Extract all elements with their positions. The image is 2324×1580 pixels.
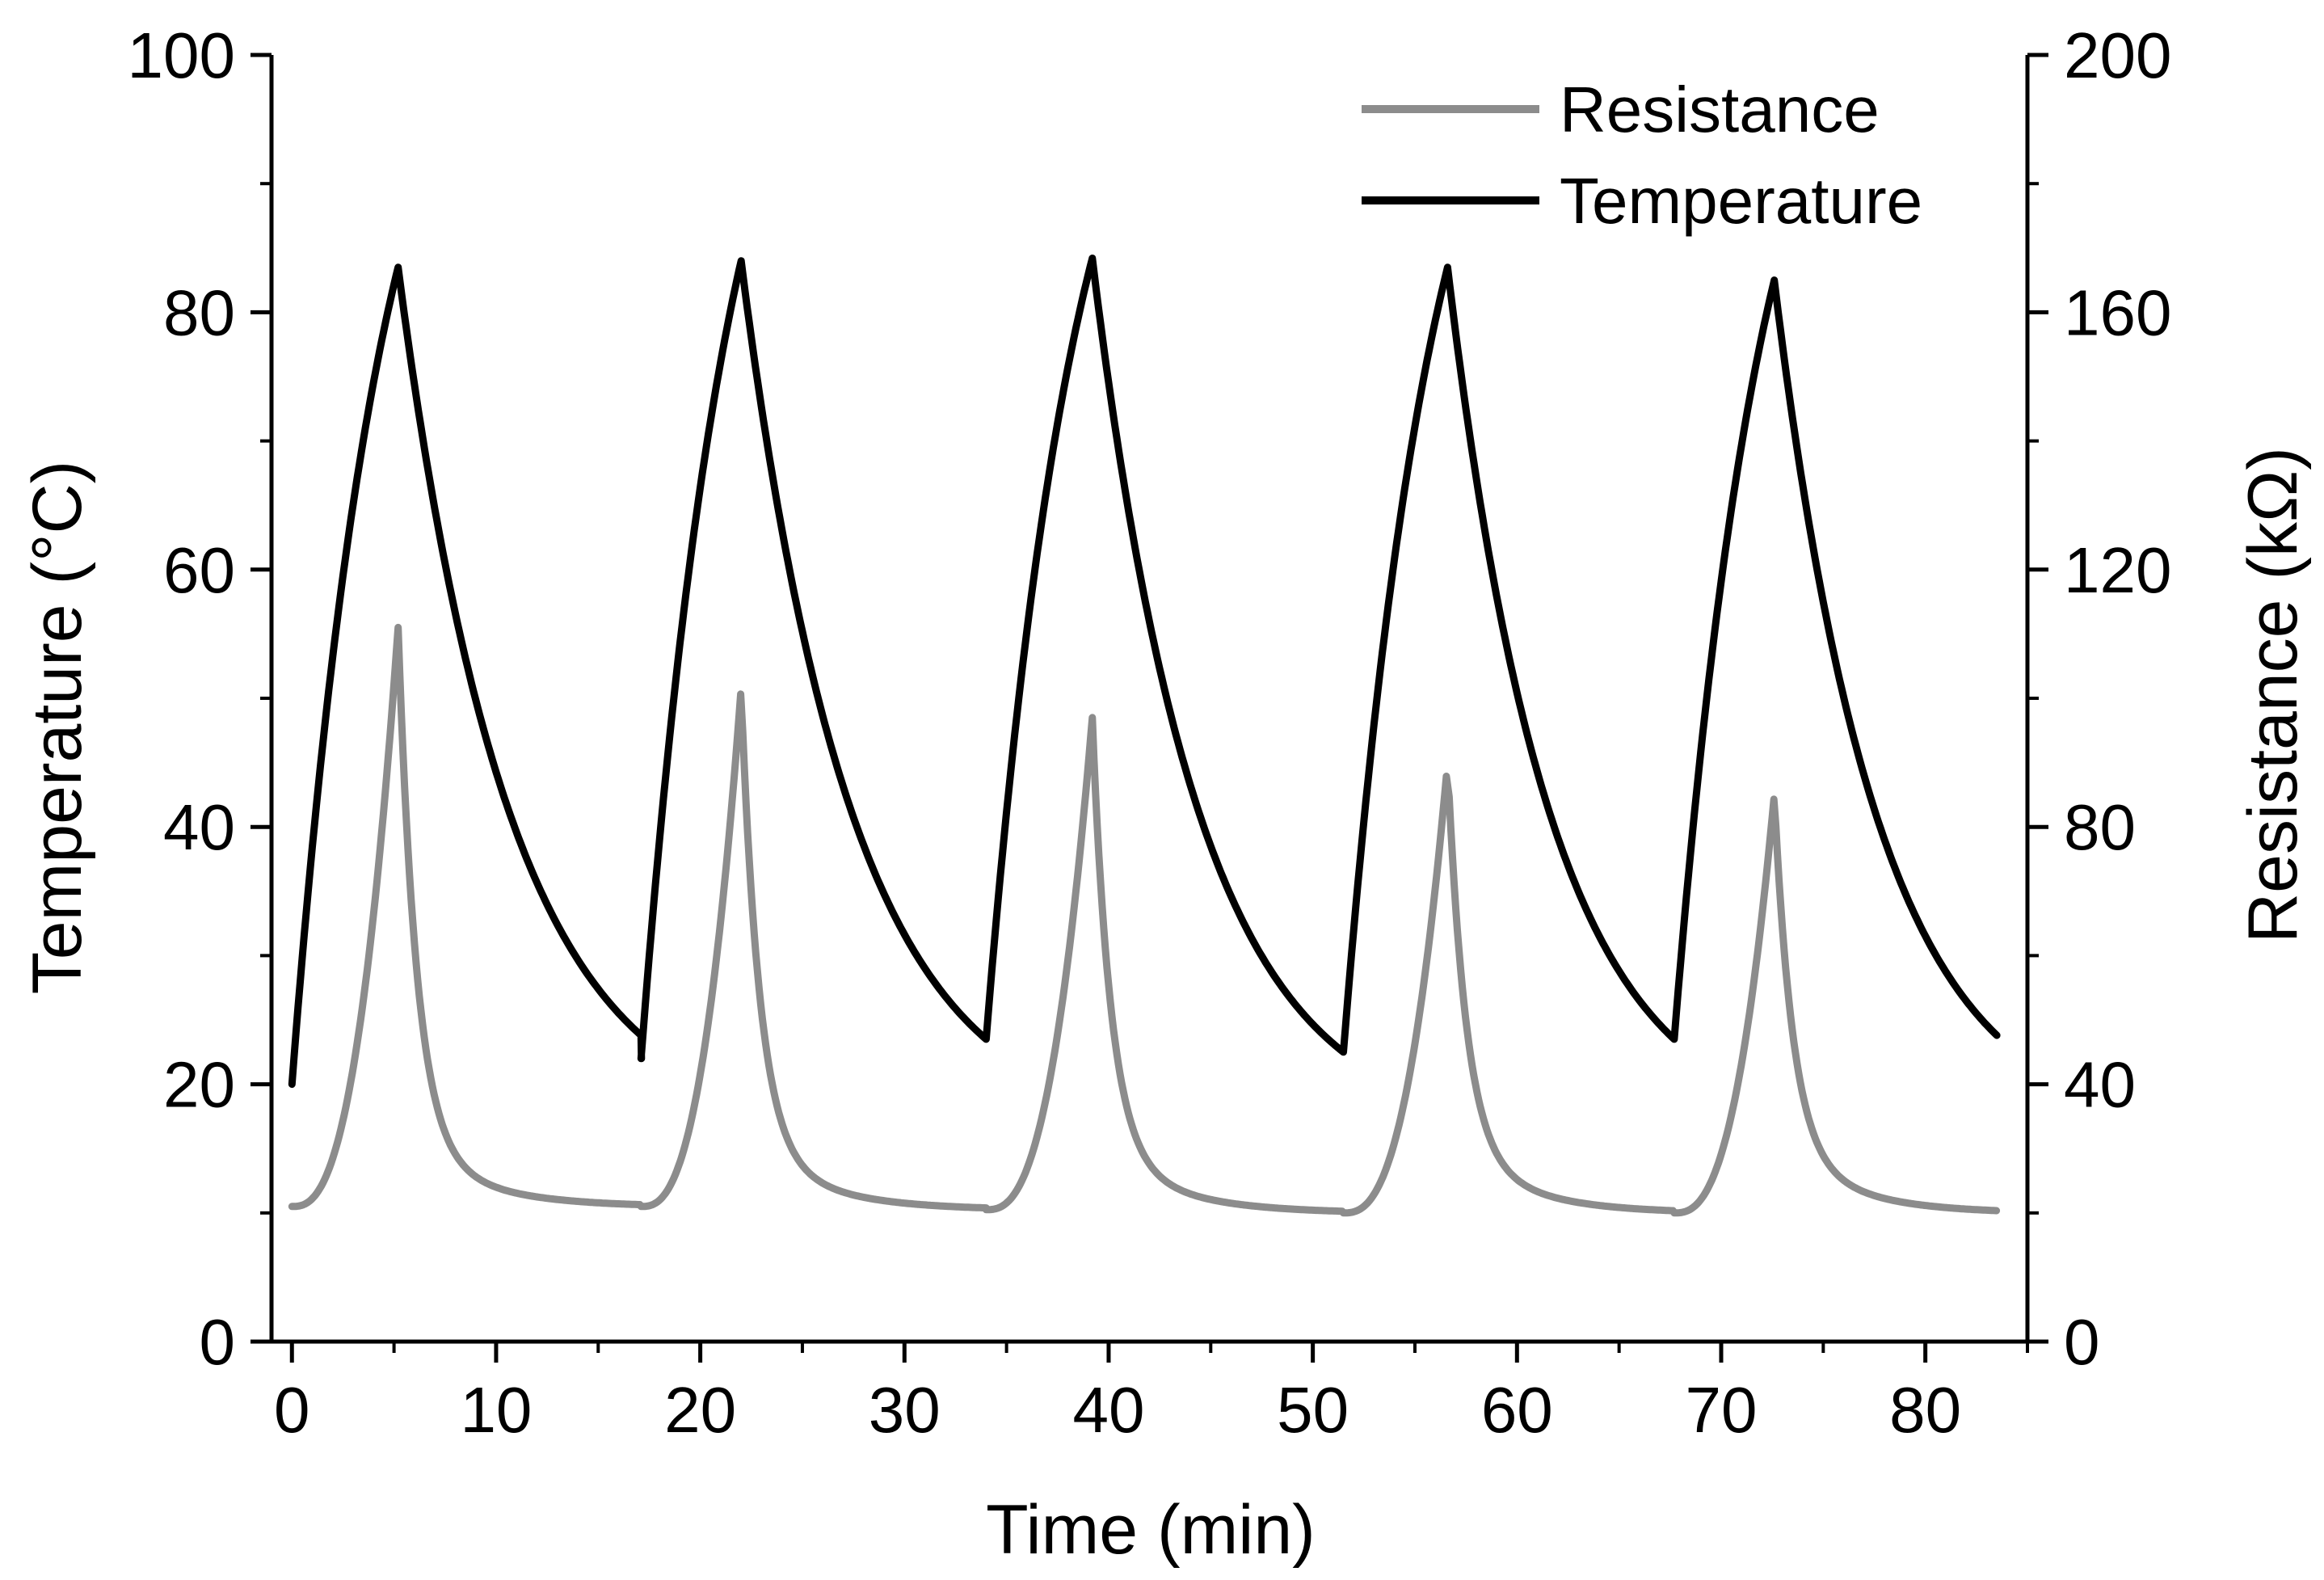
right-y-tick-label: 160 xyxy=(2064,276,2171,348)
x-axis-title: Time (min) xyxy=(986,1491,1316,1569)
left-y-axis-title: Temperature (°C) xyxy=(19,461,96,994)
left-y-tick-label: 40 xyxy=(163,791,235,863)
x-tick-label: 60 xyxy=(1481,1374,1553,1446)
right-y-axis-title: Resistance (kΩ) xyxy=(2234,447,2312,943)
x-tick-label: 70 xyxy=(1685,1374,1757,1446)
right-y-tick-label: 200 xyxy=(2064,19,2171,91)
right-y-axis: 0 40 80 120 160 200 xyxy=(2027,19,2171,1378)
temperature-line xyxy=(288,255,2001,1089)
right-y-tick-label: 40 xyxy=(2064,1049,2136,1121)
right-y-tick-label: 120 xyxy=(2064,534,2171,606)
right-y-tick-label: 0 xyxy=(2064,1306,2100,1378)
x-tick-label: 10 xyxy=(460,1374,532,1446)
x-tick-label: 20 xyxy=(664,1374,736,1446)
plot-frame xyxy=(269,55,2030,1344)
left-y-tick-label: 100 xyxy=(128,19,235,91)
left-y-tick-label: 60 xyxy=(163,534,235,606)
x-tick-label: 40 xyxy=(1072,1374,1144,1446)
x-tick-label: 80 xyxy=(1889,1374,1961,1446)
x-tick-label: 30 xyxy=(869,1374,941,1446)
legend: Resistance Temperature xyxy=(1362,74,1922,237)
resistance-line xyxy=(288,623,2001,1217)
left-y-tick-label: 0 xyxy=(200,1306,236,1378)
right-y-tick-label: 80 xyxy=(2064,791,2136,863)
left-y-axis: 0 20 40 60 80 100 xyxy=(128,19,272,1378)
x-tick-label: 0 xyxy=(274,1374,310,1446)
series-layer xyxy=(288,255,2001,1217)
left-y-tick-label: 20 xyxy=(163,1049,235,1121)
legend-label-resistance: Resistance xyxy=(1560,74,1880,145)
left-y-tick-label: 80 xyxy=(163,276,235,348)
x-tick-label: 50 xyxy=(1277,1374,1349,1446)
legend-label-temperature: Temperature xyxy=(1560,165,1922,237)
x-axis: 0 10 20 30 40 50 60 70 80 xyxy=(274,1342,2029,1446)
